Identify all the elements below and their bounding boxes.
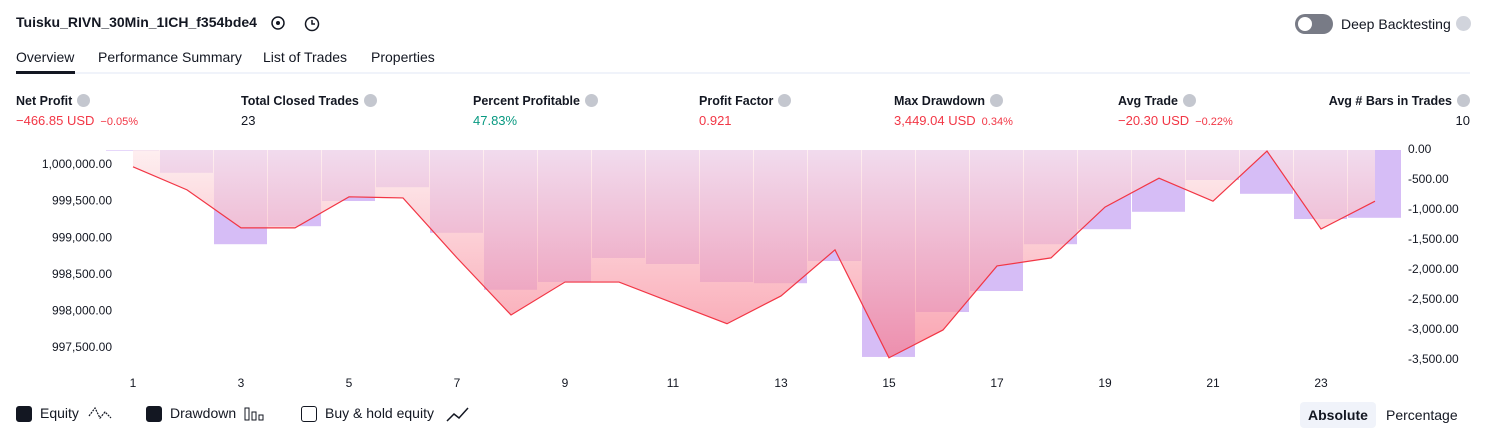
metric-value: 0.921 [699,113,732,128]
info-icon [363,94,377,107]
metric-sub: −0.05% [100,116,139,128]
y2-tick-label: -1,000.00 [1408,202,1459,216]
tab-rule [16,72,1470,74]
equity-line [132,150,1376,359]
y-tick-label: 999,500.00 [52,194,112,208]
metric-value-text: 0.921 [699,113,732,128]
y2-tick-label: -500.00 [1408,172,1449,186]
metric-value: 3,449.04 USD 0.34% [894,113,1013,128]
button[interactable]: Percentage [1386,407,1458,423]
metric-value-text: 10 [1455,113,1470,128]
chart: 1,000,000.00 999,500.00 999,000.00 998,500.… [42,142,1459,390]
x-tick-label: 1 [130,376,137,390]
y2-tick-label: -3,500.00 [1408,352,1459,366]
x-tick-label: 11 [667,376,680,390]
metric-value-text: 23 [241,113,256,128]
tab[interactable]: Overview [16,49,75,65]
x-tick-label: 3 [238,376,245,390]
strategy-title: Tuisku_RIVN_30Min_1ICH_f354bde4 [16,14,257,30]
y-tick-label: 998,500.00 [52,267,112,281]
y-tick-label: 998,000.00 [52,303,112,317]
metric-value-text: 3,449.04 USD [894,113,976,128]
legend-icons [88,406,469,422]
y2-tick-label: -1,500.00 [1408,232,1459,246]
x-tick-label: 15 [882,376,896,390]
metric-value: −466.85 USD −0.05% [16,113,138,128]
metric-label: Total Closed Trades [241,94,377,108]
y-tick-label: 1,000,000.00 [42,157,112,171]
x-tick-label: 19 [1098,376,1112,390]
y2-tick-label: 0.00 [1408,142,1432,156]
metric-value: −20.30 USD −0.22% [1118,113,1233,128]
y2-tick-label: -3,000.00 [1408,322,1459,336]
drawdown-bar [106,150,159,151]
metric-value: 47.83% [473,113,517,128]
metric-value-text: −20.30 USD [1118,113,1190,128]
x-tick-label: 23 [1314,376,1328,390]
metric-label: Avg Trade [1118,94,1196,108]
tab[interactable]: List of Trades [263,49,348,65]
button[interactable]: Absolute [1300,402,1376,428]
metric-label: Max Drawdown [894,94,1003,108]
metric-sub: −0.22% [1195,116,1233,128]
x-tick-label: 5 [346,376,353,390]
tab[interactable]: Performance Summary [98,49,242,65]
info-icon [77,94,91,107]
deep-backtesting: Deep Backtesting [1341,16,1471,32]
metric-label-text: Avg # Bars in Trades [1328,94,1452,108]
legend-equity[interactable]: Equity [16,405,79,422]
title-icons [271,16,320,32]
toggle[interactable] [1295,14,1333,34]
metric-label-text: Profit Factor [699,94,774,108]
metric-value: 23 [241,113,255,128]
metric-label-text: Percent Profitable [473,94,580,108]
tab[interactable]: Properties [371,49,435,65]
metric-value: 10 [1456,113,1470,128]
metric-value-text: 47.83% [473,113,518,128]
tab-active [16,71,75,74]
y-tick-label: 997,500.00 [52,340,112,354]
info-icon [990,94,1003,107]
x-tick-label: 7 [454,376,461,390]
metric-label: Percent Profitable [473,94,598,108]
metric-label: Avg # Bars in Trades [1329,94,1470,108]
metric-label: Net Profit [16,94,91,108]
metric-label-text: Net Profit [16,94,73,108]
x-tick-label: 13 [774,376,788,390]
info-icon [1182,94,1196,107]
x-tick-label: 9 [562,376,569,390]
y2-tick-label: -2,500.00 [1408,292,1459,306]
metric-label-text: Total Closed Trades [241,94,359,108]
metric-sub: 0.34% [981,116,1013,128]
metric-label-text: Avg Trade [1118,94,1178,108]
x-tick-label: 21 [1206,376,1220,390]
legend-drawdown[interactable]: Drawdown [146,405,236,422]
equity-area [133,150,1375,358]
info-icon [778,94,792,107]
y2-tick-label: -2,000.00 [1408,262,1459,276]
info-icon [1457,94,1470,107]
info-icon [584,94,598,107]
legend-buyhold[interactable]: Buy & hold equity [301,405,434,422]
metric-label-text: Max Drawdown [894,94,985,108]
metric-value-text: −466.85 USD [16,113,95,128]
y-tick-label: 999,000.00 [52,230,112,244]
metric-label: Profit Factor [699,94,792,108]
x-tick-label: 17 [990,376,1004,390]
